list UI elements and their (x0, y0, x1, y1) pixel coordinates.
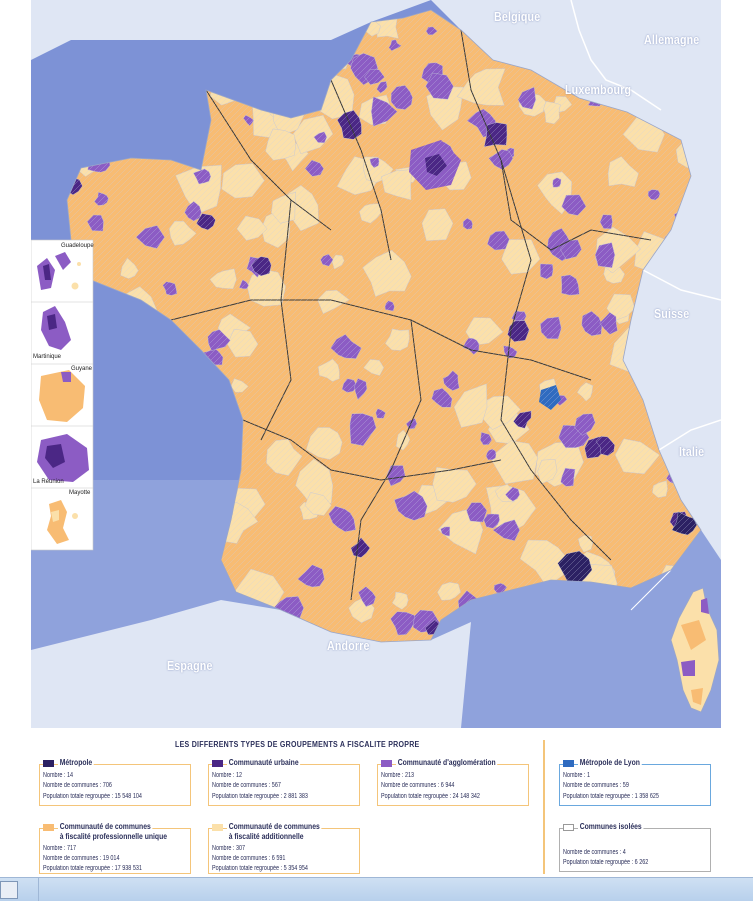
border-italy (658, 419, 722, 451)
legend-communes: Nombre de communes : 706 (43, 782, 112, 789)
france-map: Belgique Allemagne Luxembourg Suisse Ita… (30, 0, 722, 728)
corsica (670, 587, 720, 713)
legend-name: Communes isolées (578, 822, 644, 831)
legend-name: Communauté de communes (227, 822, 322, 831)
country-label-suisse: Suisse (654, 306, 690, 321)
legend-item-communaute-agglomeration: Communauté d'agglomération Nombre : 213 … (377, 758, 529, 806)
legend-name-line2: à fiscalité professionnelle unique (58, 832, 169, 841)
taskbar-app-icon[interactable] (0, 881, 18, 899)
spain-land (31, 600, 471, 728)
legend-population: Population totale regroupée : 24 148 342 (381, 793, 480, 800)
belgium-germany-land (431, 0, 721, 140)
legend-item-communaute-urbaine: Communauté urbaine Nombre : 12 Nombre de… (208, 758, 360, 806)
corsica-link (630, 569, 672, 611)
switzerland-italy-land (623, 140, 721, 560)
guyane-shape (39, 370, 85, 422)
legend-nombre: Nombre : 307 (212, 845, 246, 852)
legend-communes: Nombre de communes : 567 (212, 782, 281, 789)
legend-nombre: Nombre : 14 (43, 772, 74, 779)
legend-communes: Nombre de communes : 6 591 (212, 855, 286, 862)
legend-nombre: Nombre : 12 (212, 772, 243, 779)
legend-item-cc-fa: Communauté de communes à fiscalité addit… (208, 822, 360, 874)
inset-label-martinique: Martinique (33, 354, 62, 360)
legend-item-metropole: Métropole Nombre : 14 Nombre de communes… (39, 758, 191, 806)
country-label-allemagne: Allemagne (644, 32, 700, 47)
north-land (461, 0, 721, 6)
legend-name: Communauté de communes (58, 822, 153, 831)
country-label-italie: Italie (679, 444, 705, 459)
border-switzerland (642, 269, 722, 301)
taskbar-separator (38, 878, 39, 901)
swatch-communaute-urbaine (212, 760, 223, 767)
country-label-andorre: Andorre (327, 638, 370, 653)
france-coastline (66, 9, 702, 643)
inset-label-guyane: Guyane (71, 366, 93, 372)
border-belgium (570, 0, 662, 111)
legend-item-metropole-lyon: Métropole de Lyon Nombre : 1 Nombre de c… (559, 758, 711, 806)
legend-title: LES DIFFERENTS TYPES DE GROUPEMENTS A FI… (175, 740, 420, 749)
legend-communes: Nombre de communes : 4 (563, 849, 626, 856)
legend-population: Population totale regroupée : 6 262 (563, 859, 649, 866)
swatch-metropole (43, 760, 54, 767)
inset-label-guadeloupe: Guadeloupe (61, 243, 94, 249)
legend-communes: Nombre de communes : 19 014 (43, 855, 120, 862)
swatch-communes-isolees (563, 824, 574, 831)
legend-population: Population totale regroupée : 1 358 625 (563, 793, 659, 800)
mayotte-shape (47, 500, 69, 544)
country-label-luxembourg: Luxembourg (565, 82, 632, 97)
legend-communes: Nombre de communes : 6 944 (381, 782, 455, 789)
uk-land (31, 0, 431, 60)
legend-nombre: Nombre : 717 (43, 845, 77, 852)
map-canvas (30, 0, 722, 728)
swatch-communaute-agglomeration (381, 760, 392, 767)
legend-nombre: Nombre : 213 (381, 772, 415, 779)
legend-name: Communauté d'agglomération (396, 758, 498, 767)
legend-item-communes-isolees: Communes isolées Nombre de communes : 4 … (559, 822, 711, 872)
legend-nombre: Nombre : 1 (563, 772, 591, 779)
legend-name: Métropole de Lyon (578, 758, 642, 767)
legend-item-cc-fpu: Communauté de communes à fiscalité profe… (39, 822, 191, 874)
country-label-espagne: Espagne (167, 658, 213, 673)
inset-label-mayotte: Mayotte (69, 490, 91, 496)
legend-population: Population totale regroupée : 2 881 383 (212, 793, 308, 800)
swatch-metropole-lyon (563, 760, 574, 767)
swatch-cc-fpu (43, 824, 54, 831)
legend-population: Population totale regroupée : 15 548 104 (43, 793, 142, 800)
taskbar (0, 877, 753, 901)
legend-name: Communauté urbaine (227, 758, 301, 767)
legend-communes: Nombre de communes : 59 (563, 782, 629, 789)
inset-label-reunion: La Réunion (33, 479, 64, 485)
country-label-belgique: Belgique (494, 9, 541, 24)
legend-population: Population totale regroupée : 5 354 954 (212, 865, 308, 872)
swatch-cc-fa (212, 824, 223, 831)
legend-population: Population totale regroupée : 17 938 531 (43, 865, 142, 872)
legend-name: Métropole (58, 758, 94, 767)
legend: LES DIFFERENTS TYPES DE GROUPEMENTS A FI… (31, 730, 721, 878)
legend-name-line2: à fiscalité additionnelle (227, 832, 306, 841)
overseas-insets (30, 239, 94, 551)
legend-separator (543, 740, 545, 874)
